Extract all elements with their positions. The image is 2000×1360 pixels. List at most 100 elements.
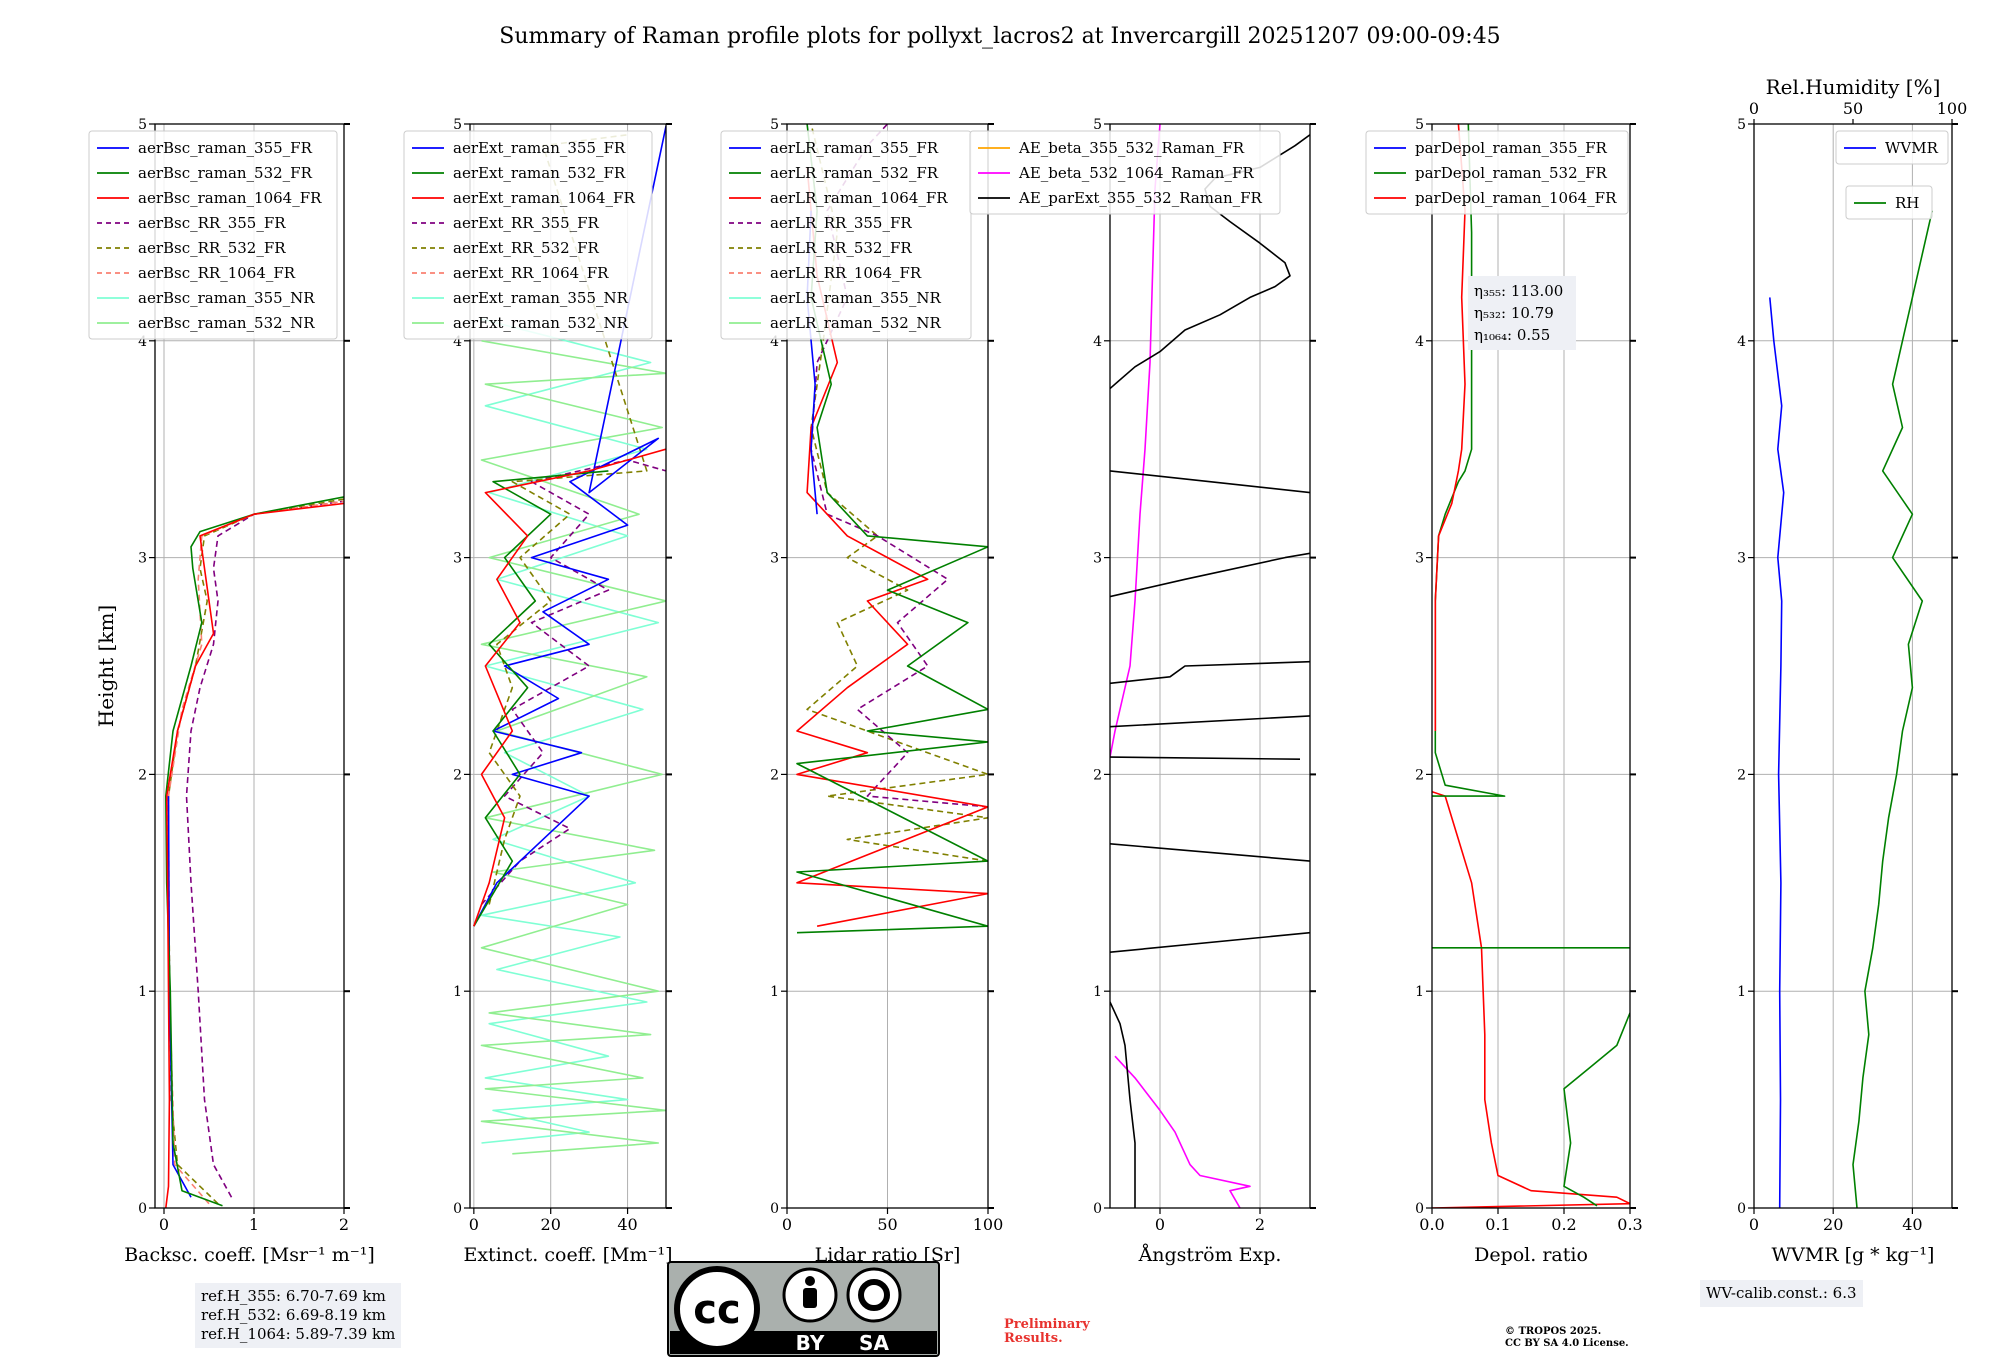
y-tick-label: 3 xyxy=(1737,551,1746,567)
series-line-AE_parExt_355_532_Raman_FR xyxy=(1110,756,1301,760)
legend-label: parDepol_raman_532_FR xyxy=(1415,164,1608,182)
cc-logo-text: cc xyxy=(693,1287,740,1333)
legend-label: aerLR_raman_1064_FR xyxy=(770,189,948,207)
figure-title: Summary of Raman profile plots for polly… xyxy=(499,24,1500,49)
y-tick-label: 2 xyxy=(770,767,779,783)
x-tick-label: 20 xyxy=(541,1215,561,1234)
legend-label: aerExt_RR_355_FR xyxy=(453,214,600,232)
wv-calibration-box: WV-calib.const.: 6.3 xyxy=(1700,1280,1863,1307)
series-group xyxy=(1432,124,1630,1208)
series-line-parDepol_raman_1064_FR xyxy=(1432,790,1630,1208)
legend-label: aerExt_raman_355_FR xyxy=(453,139,626,157)
chart-panel-extinction: 0 1 2 3 4 5 0 20 40 Extinct. coeff. [Mm⁻¹] aerExt_… xyxy=(403,117,673,1266)
y-tick-label: 0 xyxy=(1415,1201,1424,1217)
legend-label: aerBsc_RR_532_FR xyxy=(138,239,286,257)
series-line-AE_parExt_355_532_Raman_FR xyxy=(1110,1001,1136,1208)
legend-label: aerBsc_raman_1064_FR xyxy=(138,189,322,207)
y-tick-label: 0 xyxy=(770,1201,779,1217)
chart-panel-angstrom: 0 1 2 3 4 5 0 2 Ångström Exp. AE_beta_355_532_Ram… xyxy=(969,117,1316,1266)
legend-rh: RH xyxy=(1845,185,1933,220)
legend-label: aerBsc_raman_355_FR xyxy=(138,139,313,157)
ref-height-355: ref.H_355: 6.70-7.69 km xyxy=(201,1287,386,1305)
series-line-parDepol_raman_532_FR xyxy=(1563,1012,1630,1207)
series-group xyxy=(1110,124,1310,1208)
legend-label: WVMR xyxy=(1885,139,1939,157)
preliminary-results-note: Preliminary Results. xyxy=(1004,1318,1090,1346)
series-line-AE_parExt_355_532_Raman_FR xyxy=(1110,931,1310,953)
x-tick-label: 1 xyxy=(249,1215,259,1234)
annotation-line: η₃₅₅: 113.00 xyxy=(1474,282,1563,300)
legend: AE_beta_355_532_Raman_FR AE_beta_532_1064… xyxy=(969,130,1281,215)
x-tick-label: 40 xyxy=(1902,1215,1922,1234)
y-tick-label: 3 xyxy=(770,551,779,567)
legend-label: aerBsc_raman_532_NR xyxy=(138,314,315,332)
y-tick-label: 3 xyxy=(138,551,147,567)
y-tick-label: 5 xyxy=(453,117,462,133)
legend-label: aerLR_RR_1064_FR xyxy=(770,264,922,282)
top-x-tick-label: 0 xyxy=(1749,99,1759,118)
series-line-aerExt_RR_355_FR xyxy=(480,459,666,906)
legend: aerBsc_raman_355_FR aerBsc_raman_532_FRae… xyxy=(88,130,338,340)
legend-label: aerLR_raman_532_FR xyxy=(770,164,939,182)
x-tick-label: 0.2 xyxy=(1551,1215,1576,1234)
series-line-aerBsc_raman_1064_FR xyxy=(165,502,344,1208)
series-line-AE_parExt_355_532_Raman_FR xyxy=(1110,843,1310,862)
top-x-tick-label: 100 xyxy=(1937,99,1968,118)
x-tick-label: 0.1 xyxy=(1485,1215,1510,1234)
series-line-aerLR_raman_1064_FR xyxy=(796,167,988,927)
top-axis-label: Rel.Humidity [%] xyxy=(1766,75,1941,99)
y-tick-label: 4 xyxy=(1093,334,1102,350)
axes-frame xyxy=(1431,123,1631,1209)
axes-frame xyxy=(1753,123,1953,1209)
series-line-AE_beta_532_1064_Raman_FR xyxy=(1110,124,1161,758)
y-tick-label: 0 xyxy=(453,1201,462,1217)
legend-wvmr: WVMR xyxy=(1835,130,1949,165)
legend-label: aerExt_raman_532_FR xyxy=(453,164,626,182)
top-x-tick-label: 50 xyxy=(1843,99,1863,118)
x-axis-label: Backsc. coeff. [Msr⁻¹ m⁻¹] xyxy=(124,1244,375,1266)
y-tick-label: 1 xyxy=(1093,984,1102,1000)
legend-frame xyxy=(720,130,972,340)
annotation-box xyxy=(1468,276,1576,350)
y-tick-label: 1 xyxy=(138,984,147,1000)
wv-calibration-text: WV-calib.const.: 6.3 xyxy=(1706,1284,1857,1302)
series-line-aerExt_raman_532_FR xyxy=(473,470,609,927)
x-axis-label: Depol. ratio xyxy=(1474,1244,1588,1266)
legend: parDepol_raman_355_FR parDepol_raman_532_… xyxy=(1365,130,1629,215)
x-tick-label: 0 xyxy=(1749,1215,1759,1234)
legend-label: aerBsc_RR_355_FR xyxy=(138,214,286,232)
series-line-aerBsc_RR_1064_FR xyxy=(167,500,344,1205)
y-tick-label: 2 xyxy=(1415,767,1424,783)
cc-logo-icon xyxy=(674,1266,760,1352)
series-line-RH xyxy=(1852,210,1933,1208)
legend-label: AE_parExt_355_532_Raman_FR xyxy=(1018,189,1263,207)
series-line-aerExt_RR_532_FR xyxy=(488,134,648,905)
series-line-parDepol_raman_1064_FR xyxy=(1434,124,1466,731)
x-tick-label: 50 xyxy=(877,1215,897,1234)
y-tick-label: 4 xyxy=(1415,334,1424,350)
depol-eta-annotation: η₃₅₅: 113.00 η₅₃₂: 10.79 η₁₀₆₄: 0.55 xyxy=(1468,276,1576,350)
legend-label: parDepol_raman_355_FR xyxy=(1415,139,1608,157)
x-tick-label: 0 xyxy=(1155,1215,1165,1234)
x-tick-label: 40 xyxy=(617,1215,637,1234)
legend-label: AE_beta_532_1064_Raman_FR xyxy=(1018,164,1254,182)
legend-label: aerBsc_raman_355_NR xyxy=(138,289,315,307)
legend-label: RH xyxy=(1895,194,1919,212)
series-line-aerExt_raman_355_FR xyxy=(473,126,666,927)
copyright-line-1: © TROPOS 2025. xyxy=(1505,1326,1602,1337)
legend-label: AE_beta_355_532_Raman_FR xyxy=(1018,139,1245,157)
series-line-AE_parExt_355_532_Raman_FR xyxy=(1110,552,1310,598)
y-tick-label: 0 xyxy=(1093,1201,1102,1217)
legend-label: aerExt_RR_532_FR xyxy=(453,239,600,257)
x-tick-label: 2 xyxy=(339,1215,349,1234)
y-tick-label: 4 xyxy=(770,334,779,350)
y-tick-label: 0 xyxy=(1737,1201,1746,1217)
x-tick-label: 0 xyxy=(159,1215,169,1234)
series-line-AE_parExt_355_532_Raman_FR xyxy=(1110,715,1310,728)
y-tick-label: 0 xyxy=(138,1201,147,1217)
legend-frame xyxy=(1835,130,1949,165)
y-tick-label: 5 xyxy=(1093,117,1102,133)
series-line-aerLR_raman_532_FR xyxy=(796,124,988,934)
y-tick-label: 4 xyxy=(453,334,462,350)
